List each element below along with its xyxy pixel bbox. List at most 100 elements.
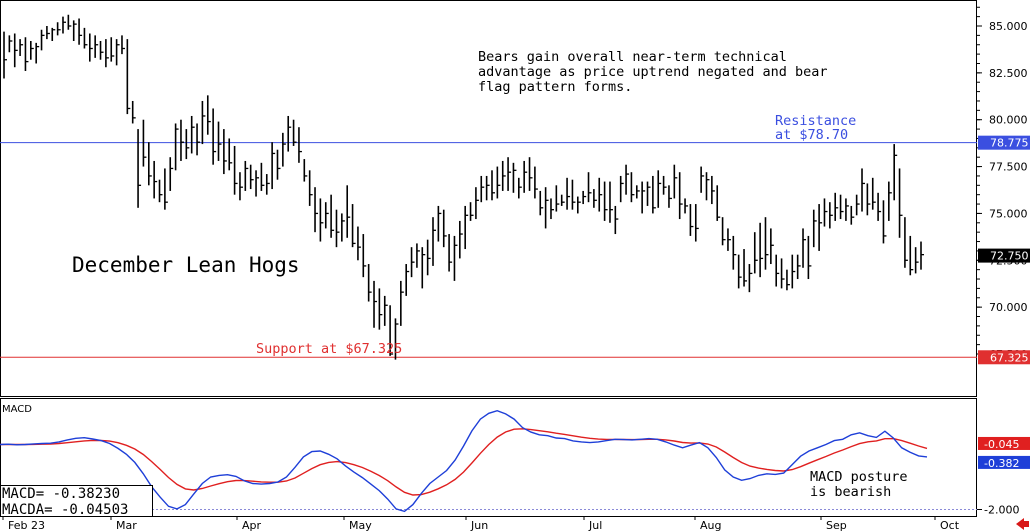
price-bar xyxy=(206,95,211,135)
price-axis: 85.00082.50080.00077.50075.00072.50070.0… xyxy=(977,6,1028,361)
price-bar xyxy=(780,258,785,289)
price-tick-label: 70.000 xyxy=(989,301,1028,314)
price-bar xyxy=(893,144,898,201)
price-bar xyxy=(24,37,29,71)
macda-readout-value: MACDA= -0.04503 xyxy=(2,502,128,518)
price-bar xyxy=(421,247,426,289)
price-bar xyxy=(566,177,571,210)
price-bar xyxy=(512,162,517,193)
price-bar xyxy=(287,115,292,152)
price-bar xyxy=(673,164,678,199)
price-tick-label: 85.000 xyxy=(989,20,1028,33)
price-bar xyxy=(153,160,158,199)
price-bar xyxy=(19,39,24,56)
price-bar xyxy=(635,185,640,199)
price-bar xyxy=(169,157,174,191)
price-bar xyxy=(265,174,270,195)
price-bar xyxy=(759,222,764,278)
price-bar xyxy=(796,254,801,280)
resistance-value-box xyxy=(978,135,1030,150)
price-bar xyxy=(212,108,217,165)
price-bar xyxy=(351,204,356,248)
price-bar xyxy=(174,123,179,171)
price-bar xyxy=(373,280,378,328)
price-bar xyxy=(603,181,608,221)
price-tick-label: 77.500 xyxy=(989,161,1028,174)
price-bar xyxy=(705,172,710,201)
price-bar xyxy=(518,177,522,199)
price-bar xyxy=(126,39,131,115)
price-bar xyxy=(319,198,324,242)
price-bar xyxy=(721,217,726,246)
macd-line xyxy=(0,409,928,513)
price-bar xyxy=(727,228,731,251)
support-label: Support at $67.325 xyxy=(256,341,402,357)
price-bar xyxy=(576,196,581,214)
price-bar xyxy=(89,33,93,62)
price-bar xyxy=(180,119,184,161)
price-bar xyxy=(260,162,265,191)
price-bar xyxy=(416,243,420,268)
macd-annotation-line: MACD posture xyxy=(810,469,908,485)
price-tick-label: 82.500 xyxy=(989,67,1028,80)
price-bar xyxy=(110,37,115,62)
price-bar xyxy=(367,264,372,302)
price-bar xyxy=(625,164,630,195)
price-bar xyxy=(839,194,844,220)
chart-title: December Lean Hogs xyxy=(72,253,300,277)
support-value-label: 67.325 xyxy=(990,351,1029,364)
price-bar xyxy=(593,189,597,208)
price-bar xyxy=(324,202,329,229)
macd-tick-label: -2.000 xyxy=(984,504,1019,517)
price-bar xyxy=(534,166,538,199)
price-bar xyxy=(866,183,871,216)
price-bar xyxy=(158,179,163,203)
price-bar xyxy=(223,129,227,175)
price-bar xyxy=(46,26,50,40)
price-bar xyxy=(35,42,40,64)
price-bar xyxy=(410,247,415,278)
price-bar xyxy=(3,31,7,79)
price-bar xyxy=(555,185,560,212)
macda-value-label: -0.045 xyxy=(984,438,1019,451)
resistance-label: Resistance at $78.70 xyxy=(775,113,856,143)
price-bar xyxy=(877,192,882,221)
macd-readout-value: MACD= -0.38230 xyxy=(2,486,120,502)
price-bar xyxy=(67,14,72,30)
price-bar xyxy=(850,205,855,225)
price-bar xyxy=(78,18,83,45)
price-bar xyxy=(244,160,249,191)
price-tick-label: 75.000 xyxy=(989,207,1028,220)
price-bar xyxy=(700,166,705,193)
price-bar xyxy=(544,187,549,229)
price-bar xyxy=(882,200,887,244)
price-bar xyxy=(662,175,667,195)
price-bar xyxy=(871,177,876,210)
price-bar xyxy=(732,235,737,270)
date-tick-label: Mar xyxy=(116,519,137,532)
support-value-box xyxy=(978,350,1030,365)
price-bar xyxy=(115,39,120,66)
price-bar xyxy=(314,187,319,233)
price-bar xyxy=(105,39,109,68)
scroll-left-arrow-icon[interactable] xyxy=(1016,518,1029,530)
price-bar xyxy=(855,194,860,216)
price-bar xyxy=(400,280,404,326)
last-price-label: 72.750 xyxy=(990,250,1029,263)
price-bar xyxy=(51,27,56,41)
price-bar xyxy=(678,172,683,220)
price-bar xyxy=(711,175,715,205)
price-bar xyxy=(239,172,243,201)
price-bar xyxy=(298,127,302,163)
price-bar xyxy=(271,142,276,190)
price-bar xyxy=(437,205,442,242)
macd-axis: -2.000 -0.045 -0.382 xyxy=(0,436,1030,517)
price-bar xyxy=(292,119,297,146)
price-bar xyxy=(716,185,721,221)
price-bar xyxy=(480,175,485,203)
price-bar xyxy=(914,247,919,274)
price-bar xyxy=(335,209,340,248)
resistance-label-line: at $78.70 xyxy=(775,127,848,143)
price-bar xyxy=(469,202,474,221)
price-bar xyxy=(201,100,206,145)
